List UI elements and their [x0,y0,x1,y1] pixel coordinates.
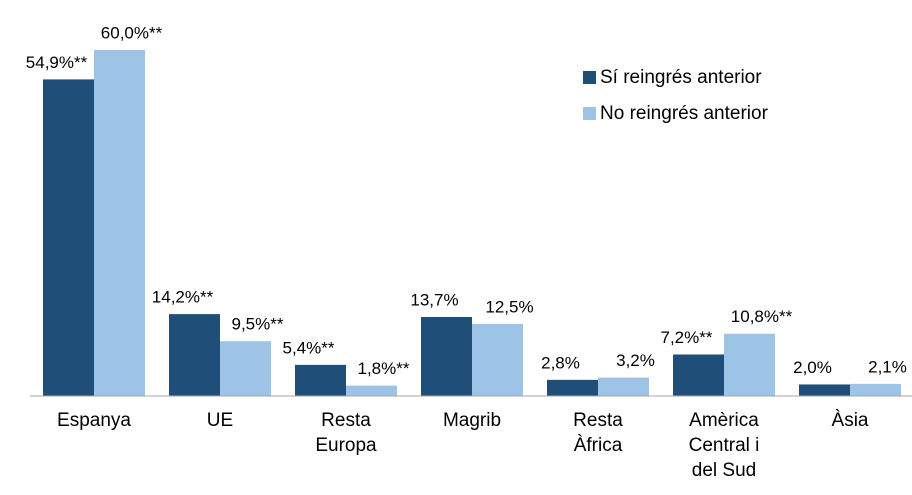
x-tick-label: Àsia [831,410,869,431]
bar [346,385,397,396]
x-tick-label: UE [206,410,234,431]
legend-swatch [583,107,596,120]
bar [724,333,775,396]
bar [295,364,346,396]
legend-label: Sí reingrés anterior [600,67,762,88]
data-label: 10,8%** [731,307,793,326]
bar [43,79,94,396]
data-label: 2,1% [868,357,907,376]
bar [598,377,649,396]
bar [472,323,523,396]
bar [94,50,145,396]
x-tick-label: Espanya [57,410,131,431]
data-label: 5,4%** [283,338,335,357]
data-label: 60,0%** [101,23,163,42]
data-label: 7,2%** [661,328,713,347]
data-label: 2,8% [541,353,580,372]
bar [421,316,472,396]
data-label: 9,5%** [232,315,284,334]
data-label: 12,5% [485,297,533,316]
x-tick-label: Magrib [442,410,502,431]
data-label: 13,7% [410,290,458,309]
bar [547,379,598,396]
legend-label: No reingrés anterior [600,103,769,124]
bar [220,341,271,396]
data-label: 1,8%** [358,359,410,378]
data-label: 54,9%** [26,53,88,72]
bar [799,384,850,396]
bar [673,354,724,396]
data-label: 14,2%** [152,288,214,307]
data-label: 3,2% [616,351,655,370]
bar [850,383,901,396]
bar [169,314,220,396]
x-tick-label: Resta Europa [315,410,377,456]
data-label: 2,0% [793,358,832,377]
x-tick-label: Amèrica Central i del Sud [688,410,760,481]
legend-swatch [583,71,596,84]
x-tick-label: Resta Àfrica [573,410,623,456]
